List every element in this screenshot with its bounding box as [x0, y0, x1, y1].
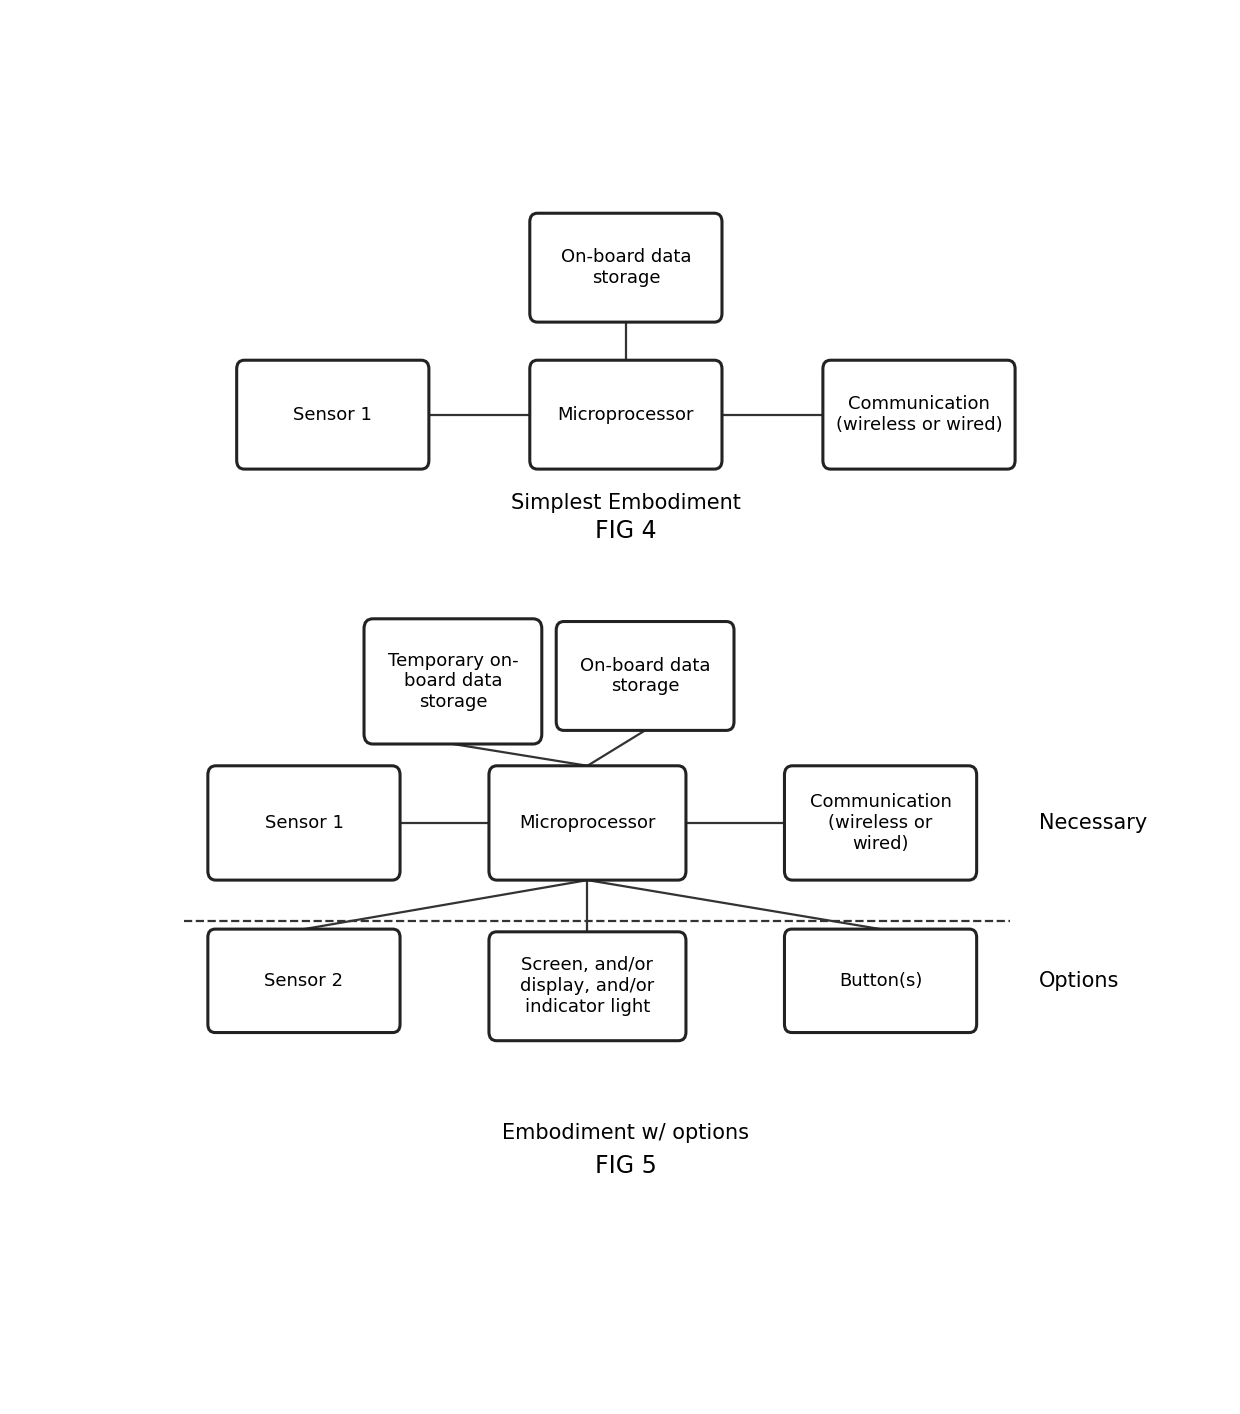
FancyBboxPatch shape — [557, 622, 734, 731]
FancyBboxPatch shape — [489, 766, 686, 880]
Text: Microprocessor: Microprocessor — [558, 406, 694, 424]
Text: Sensor 1: Sensor 1 — [294, 406, 372, 424]
Text: On-board data
storage: On-board data storage — [580, 656, 711, 696]
FancyBboxPatch shape — [208, 929, 401, 1032]
Text: Temporary on-
board data
storage: Temporary on- board data storage — [388, 652, 518, 711]
FancyBboxPatch shape — [785, 766, 977, 880]
Text: Sensor 1: Sensor 1 — [264, 814, 343, 831]
Text: Options: Options — [1039, 971, 1120, 991]
FancyBboxPatch shape — [237, 361, 429, 469]
FancyBboxPatch shape — [489, 932, 686, 1041]
Text: Communication
(wireless or wired): Communication (wireless or wired) — [836, 396, 1002, 434]
FancyBboxPatch shape — [823, 361, 1016, 469]
Text: Microprocessor: Microprocessor — [520, 814, 656, 831]
Text: FIG 5: FIG 5 — [595, 1154, 657, 1178]
Text: Communication
(wireless or
wired): Communication (wireless or wired) — [810, 793, 951, 853]
Text: Necessary: Necessary — [1039, 813, 1147, 833]
Text: Screen, and/or
display, and/or
indicator light: Screen, and/or display, and/or indicator… — [521, 956, 655, 1017]
Text: On-board data
storage: On-board data storage — [560, 249, 691, 287]
Text: Simplest Embodiment: Simplest Embodiment — [511, 493, 740, 513]
Text: Button(s): Button(s) — [839, 971, 923, 990]
FancyBboxPatch shape — [529, 361, 722, 469]
FancyBboxPatch shape — [785, 929, 977, 1032]
FancyBboxPatch shape — [365, 619, 542, 744]
FancyBboxPatch shape — [529, 214, 722, 322]
Text: FIG 4: FIG 4 — [595, 519, 657, 543]
FancyBboxPatch shape — [208, 766, 401, 880]
Text: Sensor 2: Sensor 2 — [264, 971, 343, 990]
Text: Embodiment w/ options: Embodiment w/ options — [502, 1123, 749, 1144]
